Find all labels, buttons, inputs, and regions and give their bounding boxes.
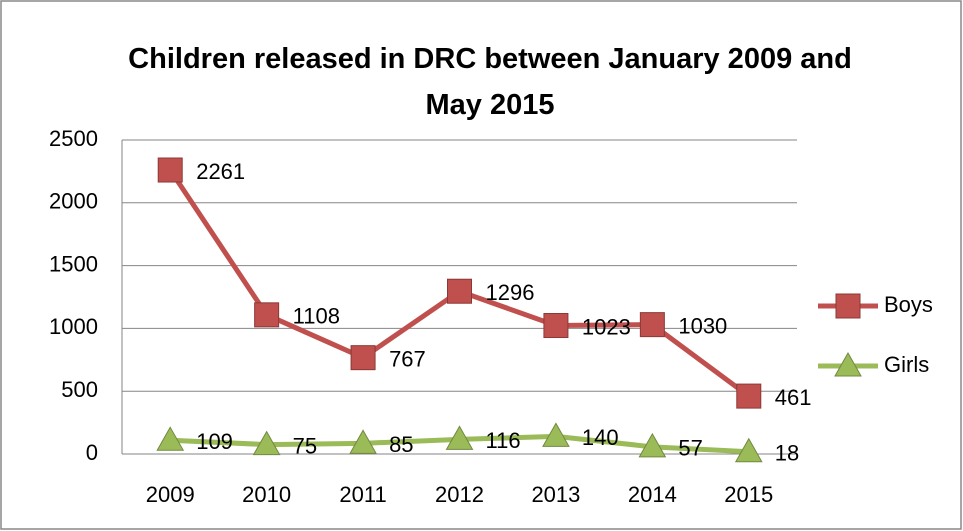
legend-label: Girls (884, 352, 929, 377)
data-label: 85 (389, 432, 413, 457)
marker (445, 425, 474, 450)
chart-title: Children released in DRC between January… (128, 43, 852, 121)
data-label: 75 (293, 433, 317, 458)
y-tick-label: 2500 (49, 126, 98, 151)
legend-marker (835, 293, 861, 319)
marker (447, 278, 472, 304)
x-tick-label: 2012 (435, 482, 484, 507)
data-label: 116 (486, 428, 521, 453)
data-label: 1108 (293, 304, 340, 329)
marker (156, 426, 185, 451)
marker (349, 429, 377, 454)
legend-marker (834, 351, 862, 377)
marker (350, 345, 376, 371)
marker (734, 437, 763, 463)
marker (254, 302, 280, 328)
data-label: 767 (389, 346, 426, 371)
data-label: 1296 (486, 280, 535, 305)
marker (543, 313, 569, 339)
data-label: 1023 (582, 314, 631, 339)
data-label: 18 (775, 441, 799, 466)
data-label: 1030 (678, 313, 727, 338)
data-label: 57 (678, 436, 702, 461)
marker (639, 312, 665, 338)
marker (638, 432, 667, 458)
data-label: 2261 (196, 159, 245, 184)
x-tick-label: 2009 (146, 482, 195, 507)
legend-label: Boys (884, 292, 933, 317)
data-label: 109 (196, 429, 233, 454)
y-tick-label: 500 (61, 377, 98, 402)
data-label: 461 (775, 385, 812, 410)
x-tick-label: 2015 (724, 482, 773, 507)
y-tick-label: 1000 (49, 314, 98, 339)
x-tick-label: 2014 (628, 482, 677, 507)
x-tick-label: 2013 (531, 482, 580, 507)
marker (542, 422, 570, 447)
marker (252, 430, 281, 456)
marker (157, 157, 183, 183)
y-tick-label: 1500 (49, 251, 98, 276)
x-tick-label: 2011 (339, 482, 386, 507)
data-label: 140 (582, 425, 619, 450)
y-tick-label: 0 (86, 440, 98, 465)
y-tick-label: 2000 (49, 189, 98, 214)
marker (736, 383, 762, 409)
x-tick-label: 2010 (242, 482, 291, 507)
